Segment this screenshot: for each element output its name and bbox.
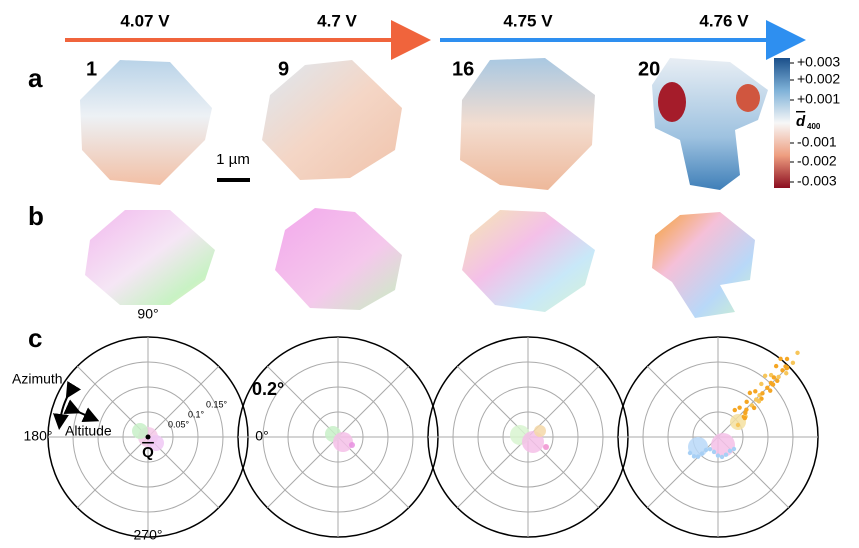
colorbar-tick-label: +0.002 <box>797 71 840 87</box>
scatter-point <box>775 379 779 383</box>
voltage: 4.76 V <box>699 11 749 30</box>
colorbar-subscript: 400 <box>807 122 821 131</box>
colorbar-symbol: d <box>796 113 806 130</box>
strain-map <box>652 58 768 190</box>
page: 4.07 V 4.7 V 4.75 V 4.76 V 1 9 16 20 a b… <box>0 0 859 548</box>
colorbar-tick-label: +0.001 <box>797 91 840 107</box>
panel-label: c <box>28 323 42 353</box>
scatter-point <box>778 357 782 361</box>
radius-label: 0.1° <box>188 409 205 419</box>
scale-bar-label: 1 µm <box>216 151 250 168</box>
scatter-point <box>784 371 788 375</box>
strain-spot <box>736 84 760 112</box>
scatter-point <box>736 423 740 427</box>
scatter-point <box>748 391 752 395</box>
frame: 9 <box>278 58 289 80</box>
scatter-point <box>759 382 763 386</box>
annotation: Azimuth <box>12 371 63 387</box>
scatter-point <box>692 454 696 458</box>
voltage: 4.07 V <box>120 11 170 30</box>
colorbar <box>774 58 790 188</box>
strain-spot <box>658 82 686 122</box>
angle-label: 270° <box>134 527 163 543</box>
scatter-cloud <box>543 444 549 450</box>
scatter-point <box>728 449 732 453</box>
scatter-cloud <box>534 425 546 437</box>
orientation-map <box>275 208 402 310</box>
colorbar-tick-label: +0.003 <box>797 54 840 70</box>
panel-label: b <box>28 201 44 231</box>
g: 0.05° 0.1° 0.15° <box>168 399 228 429</box>
colorbar-tick-label: -0.001 <box>797 134 837 150</box>
scatter-point <box>743 416 747 420</box>
azimuth-arrow <box>60 392 70 422</box>
angle-label: 0° <box>255 428 268 444</box>
panel-label: a <box>28 63 43 93</box>
scatter-point <box>760 391 764 395</box>
scatter-point <box>791 361 795 365</box>
scatter-cloud <box>333 432 353 452</box>
voltage: 4.7 V <box>317 11 357 30</box>
angle-label: 90° <box>137 306 158 322</box>
orientation-map <box>652 212 755 318</box>
scatter-point <box>704 448 708 452</box>
scatter-point <box>696 454 700 458</box>
scatter-point <box>785 365 789 369</box>
scatter-point <box>700 451 704 455</box>
scatter-point <box>771 382 775 386</box>
figure: 4.07 V 4.7 V 4.75 V 4.76 V 1 9 16 20 a b… <box>0 0 859 543</box>
vector-label: Q <box>142 444 154 461</box>
voltage: 4.75 V <box>503 11 553 30</box>
angle-label: 180° <box>24 428 53 444</box>
annotation: Altitude <box>65 423 112 439</box>
strain-map <box>460 58 595 190</box>
scatter-point <box>712 450 716 454</box>
scatter-point <box>780 368 784 372</box>
frame: 1 <box>86 58 97 80</box>
scatter-point <box>688 451 692 455</box>
scatter-point <box>733 408 737 412</box>
frame: 20 <box>638 58 660 80</box>
orientation-map <box>462 210 595 312</box>
scatter-point <box>720 455 724 459</box>
g <box>48 337 818 537</box>
scatter-cloud <box>349 442 355 448</box>
radius-label: 0.05° <box>168 419 190 429</box>
scatter-point <box>795 351 799 355</box>
scatter-point <box>752 406 756 410</box>
scatter-point <box>732 447 736 451</box>
strain-map <box>80 60 212 185</box>
scatter-point <box>724 452 728 456</box>
scatter-point <box>753 389 757 393</box>
scatter-point <box>708 447 712 451</box>
scatter-point <box>744 407 748 411</box>
scatter-point <box>763 374 767 378</box>
frame: 16 <box>452 58 474 80</box>
scatter-point <box>768 388 772 392</box>
colorbar-tick-label: -0.002 <box>797 153 837 169</box>
scatter-point <box>772 375 776 379</box>
scatter-point <box>785 357 789 361</box>
scatter-point <box>757 399 761 403</box>
vector-dot <box>146 435 151 440</box>
scatter-point <box>737 405 741 409</box>
colorbar-tick-label: -0.003 <box>797 173 837 189</box>
scatter-point <box>776 375 780 379</box>
radius-label: 0.15° <box>206 399 228 409</box>
scatter-point <box>744 400 748 404</box>
scatter-point <box>716 453 720 457</box>
orientation-map <box>85 210 215 305</box>
radius-label: 0.2° <box>252 379 284 399</box>
scatter-point <box>774 364 778 368</box>
